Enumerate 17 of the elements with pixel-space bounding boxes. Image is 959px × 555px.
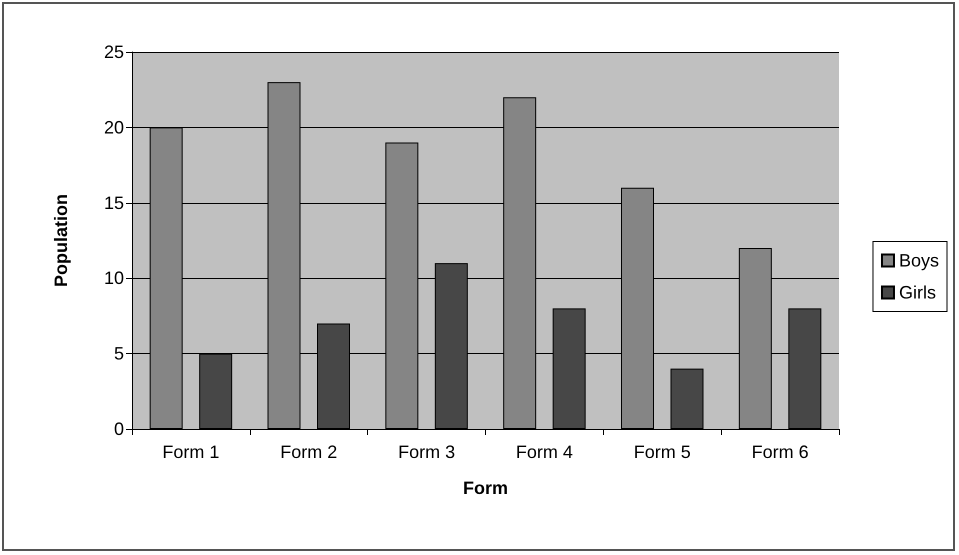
y-tick-label: 25 [104,42,124,62]
y-tick-label: 0 [114,419,124,439]
y-tick-label: 5 [114,344,124,364]
y-tick-label: 10 [104,268,124,288]
bar [670,368,704,429]
legend-label: Boys [898,250,940,270]
x-tick-label: Form 1 [162,442,220,462]
y-axis-title: Population [51,194,71,287]
x-tick-label: Form 5 [634,442,691,462]
x-axis-title: Form [463,478,508,498]
x-tick-label: Form 3 [398,442,456,462]
x-tick-label: Form 4 [516,442,573,462]
y-tick-label: 15 [104,192,124,213]
x-tick-label: Form 6 [752,442,809,462]
legend-label: Girls [898,282,936,302]
y-tick-label: 20 [104,117,124,138]
x-tick-label: Form 2 [280,442,338,462]
